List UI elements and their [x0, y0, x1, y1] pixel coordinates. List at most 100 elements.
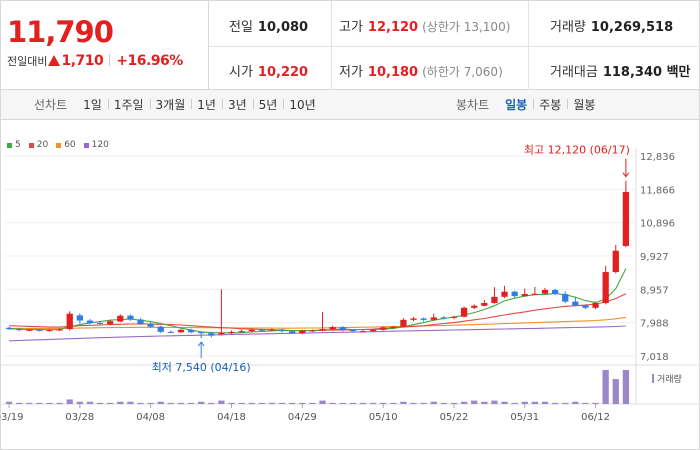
candle[interactable]	[26, 328, 33, 332]
candle[interactable]	[491, 287, 498, 304]
candle[interactable]	[390, 326, 397, 329]
candle-body	[319, 329, 326, 331]
line-chart-label: 선차트	[34, 98, 68, 112]
tab-3m[interactable]: 3개월	[149, 96, 192, 113]
candle[interactable]	[268, 328, 276, 332]
candle[interactable]	[450, 315, 458, 320]
tab-monthly[interactable]: 월봉	[567, 96, 601, 113]
tab-5y[interactable]: 5년	[252, 96, 284, 113]
candle-body	[471, 305, 478, 308]
candle-body	[127, 315, 134, 320]
tab-1d[interactable]: 1일	[83, 98, 102, 112]
tab-daily[interactable]: 일봉	[505, 98, 528, 112]
candle[interactable]	[46, 329, 53, 332]
volume-bar	[572, 401, 579, 404]
volume-bar	[5, 401, 13, 404]
volume-bar	[460, 401, 468, 404]
price-summary-panel: 11,790 전일대비 1,710 +16.96% 전일 10,080 고가 12,12…	[0, 0, 700, 91]
candle[interactable]	[107, 319, 114, 326]
candle[interactable]	[460, 306, 468, 318]
candle[interactable]	[248, 328, 255, 333]
volume-bar	[56, 402, 63, 404]
candle[interactable]	[551, 288, 559, 296]
candle[interactable]	[187, 328, 195, 334]
candle[interactable]	[147, 322, 154, 328]
candlestick-chart[interactable]: 거래량 12,836 11,866 10,896 9,927 8,957 7,988 7,0…	[0, 120, 700, 450]
legend-item-ma20: 20	[28, 140, 48, 150]
candle-body	[359, 331, 367, 333]
candle[interactable]	[5, 326, 13, 330]
tab-1y[interactable]: 1년	[191, 96, 222, 113]
candle[interactable]	[319, 311, 326, 332]
candle[interactable]	[86, 318, 94, 325]
candle[interactable]	[228, 330, 235, 335]
candle[interactable]	[76, 313, 83, 324]
tab-10y[interactable]: 10년	[283, 96, 321, 113]
candle[interactable]	[339, 326, 346, 332]
candle[interactable]	[369, 329, 377, 333]
candle[interactable]	[177, 328, 185, 333]
volume-bar	[187, 402, 195, 404]
candle[interactable]	[299, 329, 306, 335]
candle[interactable]	[410, 317, 417, 322]
candle[interactable]	[471, 304, 478, 310]
candle[interactable]	[430, 313, 437, 321]
candle[interactable]	[309, 329, 316, 332]
candle[interactable]	[359, 329, 367, 333]
candle[interactable]	[289, 330, 296, 334]
candle[interactable]	[329, 325, 336, 331]
candle[interactable]	[66, 311, 73, 331]
volume-bar	[612, 379, 619, 404]
candle[interactable]	[127, 314, 134, 321]
candle[interactable]	[420, 317, 427, 322]
tab-3y[interactable]: 3년	[221, 96, 253, 113]
candle-body	[86, 320, 94, 323]
candle[interactable]	[572, 296, 579, 307]
volume-bar	[238, 402, 245, 404]
prev-close-label: 전일	[229, 20, 253, 35]
candle[interactable]	[218, 289, 225, 336]
ma60-line	[9, 316, 626, 329]
candle[interactable]	[380, 326, 387, 331]
x-tick-label: 06/12	[581, 412, 610, 423]
candle-body	[400, 319, 407, 327]
candle[interactable]	[501, 285, 508, 299]
candle[interactable]	[541, 287, 549, 295]
candle[interactable]	[400, 318, 407, 328]
candle[interactable]	[278, 328, 286, 333]
candle[interactable]	[198, 331, 205, 339]
candle-body	[5, 327, 13, 330]
candle[interactable]	[612, 244, 619, 274]
x-tick-label: 05/31	[510, 412, 539, 423]
candle[interactable]	[258, 328, 265, 332]
volume-bar	[198, 401, 205, 404]
candle-body	[36, 329, 43, 331]
candle[interactable]	[96, 321, 104, 325]
candle[interactable]	[602, 265, 609, 305]
candle[interactable]	[56, 328, 63, 332]
candle[interactable]	[562, 291, 569, 303]
tab-weekly[interactable]: 주봉	[533, 96, 567, 113]
candle[interactable]	[157, 325, 164, 333]
tab-1w[interactable]: 1주일	[107, 96, 150, 113]
candle[interactable]	[36, 329, 43, 332]
lower-limit: (하한가 7,060)	[422, 65, 503, 79]
candle[interactable]	[167, 330, 174, 334]
candle[interactable]	[16, 327, 23, 332]
candle[interactable]	[481, 299, 488, 307]
candle[interactable]	[622, 180, 630, 248]
candle[interactable]	[531, 286, 539, 296]
candle[interactable]	[440, 316, 448, 320]
candle[interactable]	[592, 301, 599, 310]
candle[interactable]	[238, 329, 245, 333]
candle[interactable]	[208, 331, 215, 338]
ma-legend: 5 20 60 120	[7, 140, 109, 150]
candle[interactable]	[349, 329, 356, 333]
candle-body	[369, 329, 377, 332]
volume-bar	[167, 402, 174, 404]
candle[interactable]	[511, 290, 518, 298]
candle[interactable]	[117, 314, 124, 323]
candle[interactable]	[521, 288, 528, 297]
candle[interactable]	[137, 318, 144, 325]
candle[interactable]	[582, 304, 589, 310]
